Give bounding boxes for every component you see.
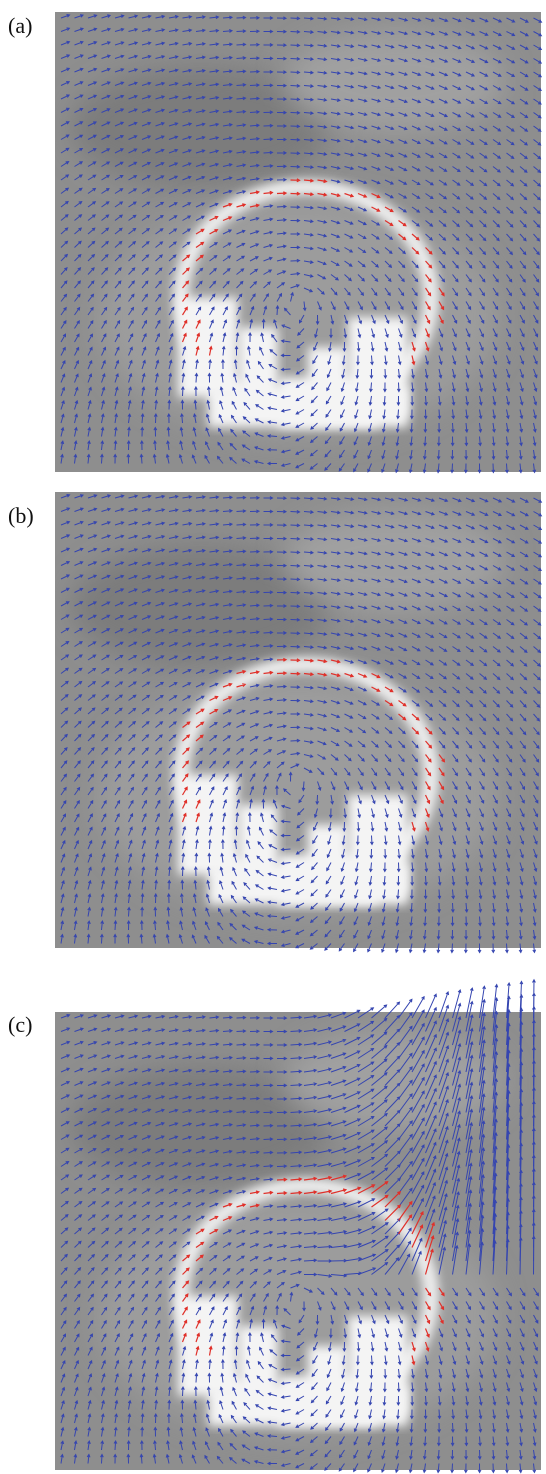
bone bbox=[208, 1386, 408, 1426]
panel-label: (a) bbox=[8, 13, 32, 38]
bone bbox=[178, 1296, 238, 1396]
page: {"panels": [{"label": "(a)"}, {"label": … bbox=[0, 0, 546, 1474]
panel-label: (c) bbox=[8, 1012, 32, 1037]
bone bbox=[208, 865, 408, 905]
panel-label: (b) bbox=[8, 503, 34, 528]
bone bbox=[208, 387, 408, 427]
figure: (a) (b) (c) bbox=[0, 0, 546, 1474]
bone bbox=[178, 297, 238, 397]
